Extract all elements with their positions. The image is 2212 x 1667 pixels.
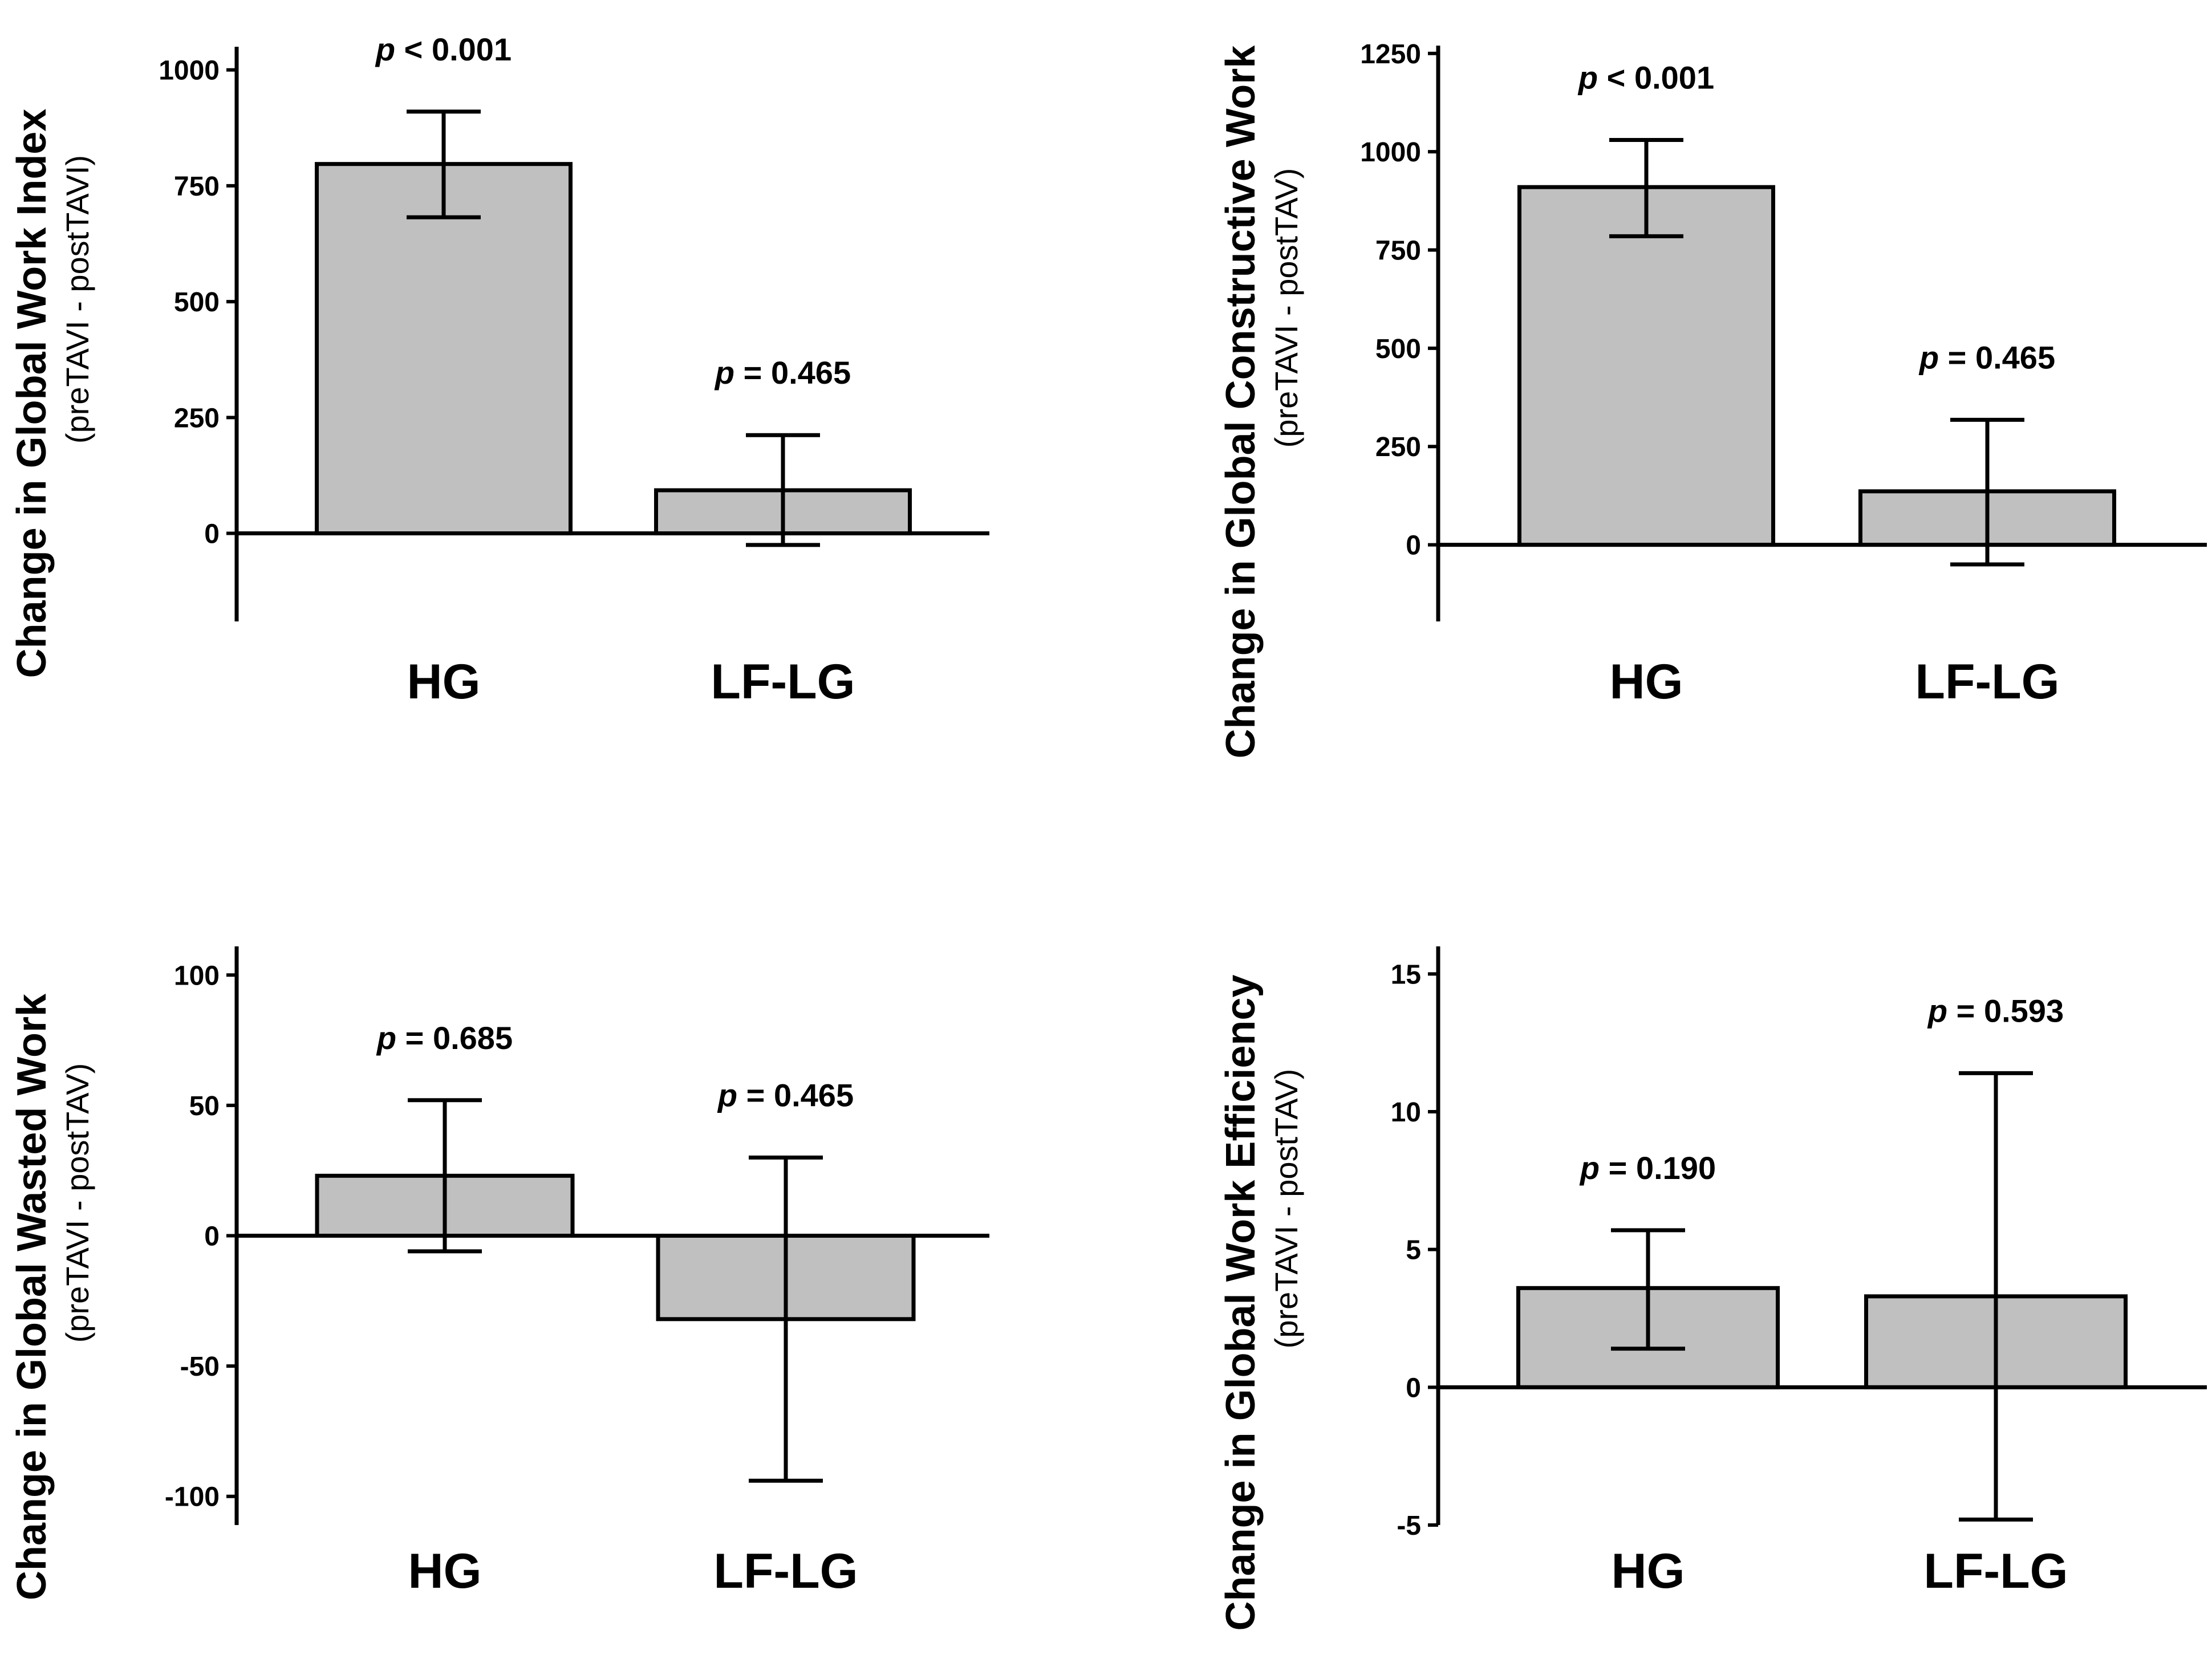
x-category-label: LF-LG bbox=[713, 1544, 858, 1599]
y-tick-label: 500 bbox=[1375, 334, 1421, 364]
p-value-lf-lg: p = 0.465 bbox=[714, 355, 851, 391]
chart-panel-3: -100 -50 0 50 100 p = 0.685 HG p = 0.465 LF-LG Ch… bbox=[9, 946, 989, 1600]
x-category-label: HG bbox=[408, 1544, 482, 1599]
y-tick-label: -100 bbox=[165, 1482, 220, 1513]
x-category-label: HG bbox=[1610, 654, 1683, 709]
y-tick-label: 500 bbox=[174, 287, 220, 318]
y-tick-label: 0 bbox=[204, 1222, 220, 1252]
y-tick-label: 10 bbox=[1391, 1097, 1421, 1128]
y-tick-label: 1000 bbox=[1360, 137, 1421, 168]
error-bar-lf-lg bbox=[1950, 417, 2024, 567]
y-tick-label: 250 bbox=[174, 403, 220, 433]
y-tick-label: 0 bbox=[1406, 531, 1421, 561]
y-tick-label: 15 bbox=[1391, 959, 1421, 990]
error-bar-hg bbox=[1609, 137, 1683, 238]
error-bar-hg bbox=[408, 1098, 482, 1254]
y-tick-label: 5 bbox=[1406, 1235, 1421, 1266]
chart-panel-4: -5 0 5 10 15 p = 0.190 HG p = 0.593 LF-LG Change … bbox=[1218, 946, 2207, 1631]
y-tick-label: 250 bbox=[1375, 432, 1421, 462]
y-axis-title: Change in Global Constructive Work bbox=[1218, 45, 1264, 759]
chart-panel-1: 0 250 500 750 1000 p < 0.001 HG p = 0.465 LF-LG C… bbox=[9, 31, 989, 709]
y-axis-subtitle: (preTAVI - postTAV) bbox=[59, 1063, 95, 1343]
y-tick-label: 750 bbox=[1375, 235, 1421, 266]
y-axis-title: Change in Global Wasted Work bbox=[9, 993, 55, 1600]
x-category-label: LF-LG bbox=[1923, 1544, 2068, 1599]
p-value-hg: p < 0.001 bbox=[1577, 59, 1714, 95]
error-bar-lf-lg bbox=[749, 1155, 823, 1483]
y-tick-label: 0 bbox=[1406, 1373, 1421, 1403]
p-value-lf-lg: p = 0.465 bbox=[1918, 339, 2055, 375]
error-bar-lf-lg bbox=[1959, 1071, 2033, 1522]
x-category-label: LF-LG bbox=[711, 654, 855, 709]
x-category-label: HG bbox=[407, 654, 481, 709]
bar-hg bbox=[315, 162, 573, 536]
x-category-label: LF-LG bbox=[1915, 654, 2059, 709]
y-axis-title: Change in Global Work Index bbox=[9, 109, 55, 678]
y-axis-title: Change in Global Work Efficiency bbox=[1218, 975, 1264, 1631]
y-tick-label: -50 bbox=[180, 1352, 220, 1382]
p-value-lf-lg: p = 0.593 bbox=[1927, 993, 2064, 1028]
y-tick-label: 0 bbox=[204, 519, 220, 550]
y-axis-subtitle: (preTAVI - postTAV) bbox=[1268, 1069, 1304, 1349]
p-value-hg: p < 0.001 bbox=[375, 31, 512, 67]
error-bar-hg bbox=[407, 109, 481, 219]
error-bar-lf-lg bbox=[746, 433, 820, 547]
y-axis-subtitle: (preTAVI - postTAVI) bbox=[59, 155, 95, 444]
x-category-label: HG bbox=[1612, 1544, 1685, 1599]
chart-panel-2: 0 250 500 750 1000 1250 p < 0.001 HG p = 0.465 LF… bbox=[1218, 39, 2207, 759]
y-tick-label: -5 bbox=[1397, 1511, 1421, 1541]
y-tick-label: 1250 bbox=[1360, 39, 1421, 70]
y-tick-label: 1000 bbox=[159, 56, 220, 86]
y-tick-label: 50 bbox=[189, 1091, 220, 1121]
y-axis-subtitle: (preTAVI - postTAV) bbox=[1268, 168, 1304, 448]
y-tick-label: 750 bbox=[174, 172, 220, 202]
bar-hg bbox=[1517, 185, 1775, 547]
p-value-lf-lg: p = 0.465 bbox=[717, 1077, 854, 1113]
p-value-hg: p = 0.190 bbox=[1579, 1150, 1716, 1186]
y-tick-label: 100 bbox=[174, 961, 220, 991]
error-bar-hg bbox=[1611, 1228, 1685, 1351]
p-value-hg: p = 0.685 bbox=[376, 1020, 513, 1056]
